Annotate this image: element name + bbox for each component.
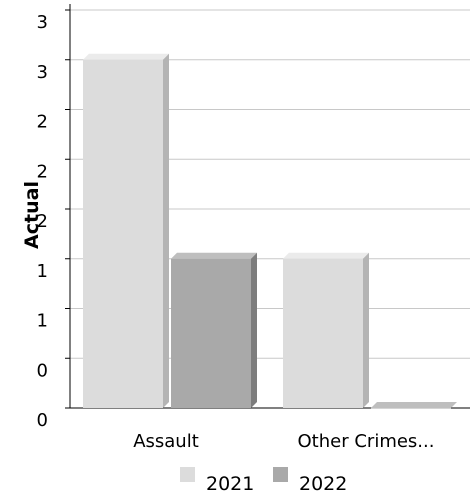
bar bbox=[371, 402, 457, 409]
legend-label: 2021 bbox=[206, 473, 254, 495]
legend-item: 2022 bbox=[273, 467, 347, 495]
y-tick-label: 2 bbox=[37, 211, 48, 232]
y-tick-label: 0 bbox=[37, 360, 48, 381]
x-tick-label: Assault bbox=[133, 431, 199, 452]
y-tick-label: 1 bbox=[37, 311, 48, 332]
bar-front bbox=[83, 59, 163, 408]
bar-side bbox=[163, 53, 169, 408]
y-tick-label: 1 bbox=[37, 261, 48, 282]
x-tick-label: Other Crimes... bbox=[298, 431, 435, 452]
y-tick-labels: 0 0 1 1 2 2 2 3 3 bbox=[37, 9, 70, 431]
y-tick-label: 3 bbox=[37, 62, 48, 83]
bar-side bbox=[251, 252, 257, 408]
bar bbox=[83, 53, 169, 408]
legend-label: 2022 bbox=[299, 473, 347, 495]
y-tick-label: 0 bbox=[37, 410, 48, 431]
x-tick-labels: Assault Other Crimes... bbox=[133, 431, 434, 452]
y-tick-label: 2 bbox=[37, 161, 48, 182]
bar-top bbox=[83, 53, 169, 60]
bars bbox=[83, 53, 457, 409]
bar-top bbox=[283, 252, 369, 259]
legend-item: 2021 bbox=[180, 467, 254, 495]
legend: 2021 2022 bbox=[180, 467, 347, 495]
bar-front bbox=[171, 258, 251, 408]
y-axis-label: Actual bbox=[21, 181, 43, 249]
bar-side bbox=[363, 252, 369, 408]
bar bbox=[283, 252, 369, 408]
bar-top bbox=[171, 252, 257, 259]
bar-front bbox=[283, 258, 363, 408]
legend-swatch bbox=[180, 467, 195, 482]
y-tick-label: 2 bbox=[37, 112, 48, 133]
legend-swatch bbox=[273, 467, 288, 482]
bar bbox=[171, 252, 257, 408]
bar-front bbox=[371, 408, 451, 409]
bar-top bbox=[371, 402, 457, 408]
y-tick-label: 3 bbox=[37, 12, 48, 33]
